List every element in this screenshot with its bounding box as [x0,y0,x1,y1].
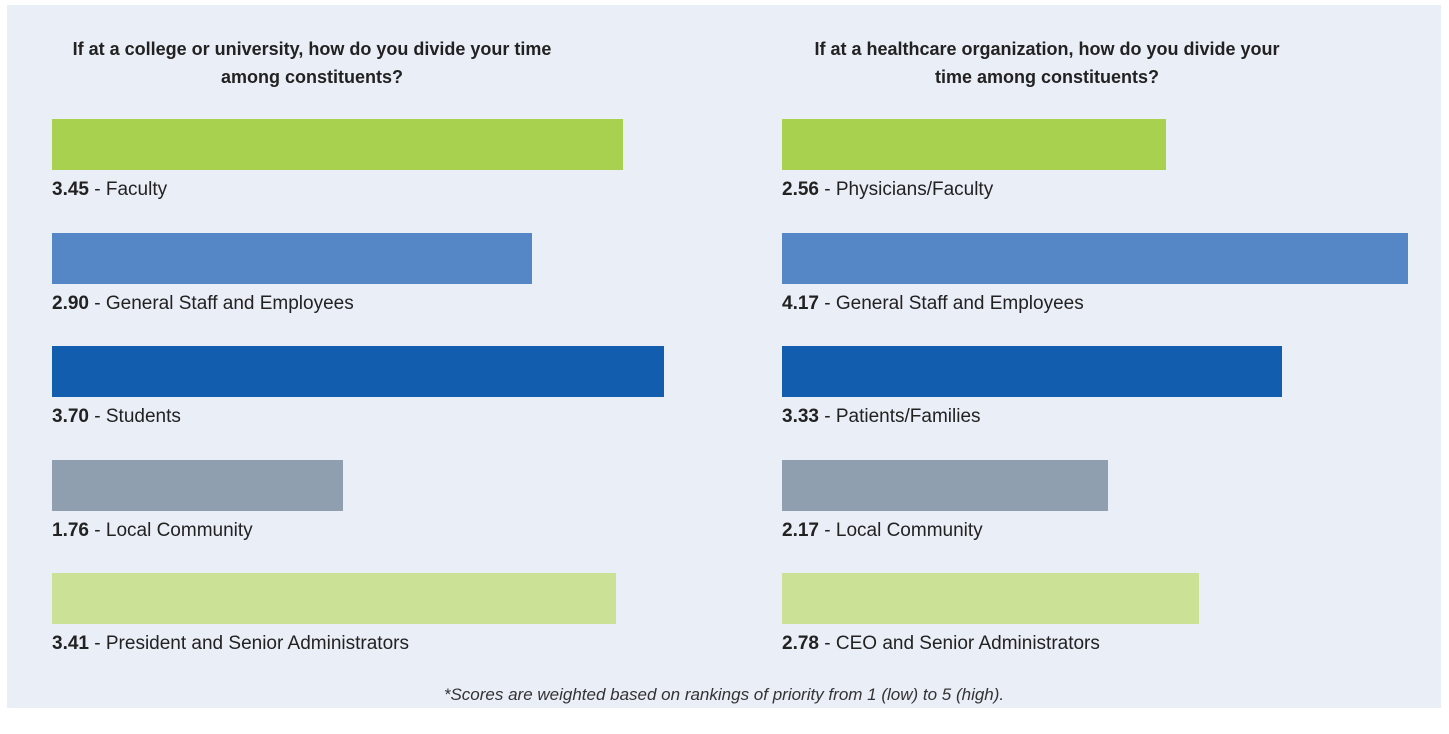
bar-label: 3.41 - President and Senior Administrato… [52,633,409,655]
label-separator: - [94,292,101,314]
bar-label: 2.90 - General Staff and Employees [52,293,354,315]
bar [782,459,1108,511]
value-label: 2.78 [782,633,819,654]
bar [782,346,1282,397]
value-label: 4.17 [782,292,819,314]
bar [52,119,623,170]
chart-title: If at a college or university, how do yo… [72,39,552,87]
category-label: President and Senior Administrators [105,633,409,654]
value-label: 2.56 [782,179,819,200]
bar-label: 3.70 - Students [52,406,181,428]
category-label: General Staff and Employees [835,292,1084,314]
chart-panel: *Scores are weighted based on rankings o… [7,5,1441,708]
bar [782,232,1408,284]
bar-label: 2.56 - Physicians/Faculty [782,179,993,201]
label-separator: - [824,292,831,314]
bar-label: 3.33 - Patients/Families [782,406,981,428]
label-separator: - [94,406,101,427]
value-label: 2.17 [782,519,819,541]
label-separator: - [94,519,101,541]
label-separator: - [824,519,831,541]
category-label: General Staff and Employees [105,292,354,314]
bar-label: 2.78 - CEO and Senior Administrators [782,633,1100,655]
category-label: Local Community [835,519,983,541]
value-label: 3.41 [52,633,89,654]
footnote: *Scores are weighted based on rankings o… [443,685,1005,704]
bar-label: 4.17 - General Staff and Employees [782,293,1084,315]
bar [782,573,1199,624]
label-separator: - [94,179,101,200]
bar [52,232,532,284]
value-label: 1.76 [52,519,89,541]
bar-label: 2.17 - Local Community [782,520,983,542]
bar-label: 1.76 - Local Community [52,520,253,542]
label-separator: - [94,633,101,654]
category-label: Physicians/Faculty [835,179,994,200]
label-separator: - [824,179,831,200]
value-label: 2.90 [52,292,89,314]
value-label: 3.33 [782,406,819,427]
category-label: CEO and Senior Administrators [835,633,1100,654]
bar [52,573,617,624]
category-label: Students [105,406,181,427]
value-label: 3.45 [52,179,89,200]
bar [782,119,1166,170]
category-label: Patients/Families [835,406,981,427]
bar [52,459,344,511]
value-label: 3.70 [52,406,89,427]
bar [52,346,665,397]
label-separator: - [824,406,831,427]
category-label: Local Community [105,519,253,541]
bar-label: 3.45 - Faculty [52,179,167,201]
label-separator: - [824,633,831,654]
chart-title: If at a healthcare organization, how do … [814,39,1280,87]
category-label: Faculty [105,179,168,200]
